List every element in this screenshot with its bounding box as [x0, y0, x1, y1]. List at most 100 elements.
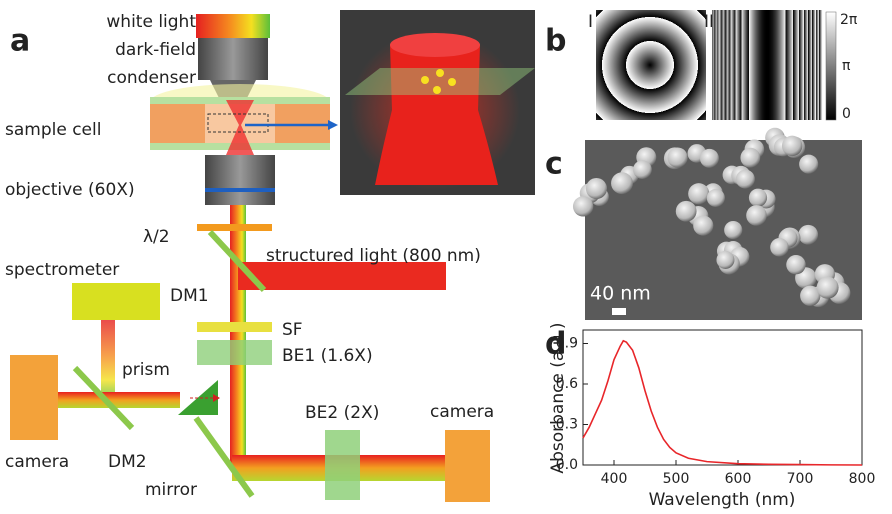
stripe — [766, 10, 768, 120]
beam-expander — [197, 340, 272, 365]
particle — [748, 188, 768, 207]
particle — [421, 76, 429, 84]
label: camera — [430, 402, 494, 422]
stripe — [819, 10, 820, 120]
stripe — [788, 10, 790, 120]
stripe — [745, 10, 746, 120]
label: λ/2 — [143, 227, 170, 247]
stripe — [733, 10, 735, 120]
stripe — [779, 10, 781, 120]
stripe — [750, 10, 751, 120]
stripe — [805, 10, 806, 120]
stripe — [735, 10, 737, 120]
stripe — [793, 10, 795, 120]
data-line — [582, 339, 863, 466]
stripe — [759, 10, 760, 120]
stripe — [815, 10, 816, 120]
stripe — [723, 10, 724, 120]
particle — [746, 205, 767, 226]
particle — [740, 147, 761, 168]
stripe — [763, 10, 765, 120]
inset-beam — [375, 45, 498, 185]
stripe — [780, 10, 782, 120]
stripe — [805, 10, 807, 120]
particle — [688, 183, 710, 205]
stripe — [763, 10, 764, 120]
stripe — [765, 10, 766, 120]
stripe — [784, 10, 785, 120]
stripe — [762, 10, 763, 120]
stripe — [754, 10, 755, 120]
stripe — [813, 10, 815, 120]
stripe — [789, 10, 790, 120]
stripe — [744, 10, 745, 120]
x-axis-label: Wavelength (nm) — [649, 490, 796, 510]
stripe — [821, 10, 823, 120]
stripe — [724, 10, 726, 120]
stripe — [723, 10, 725, 120]
inset-plate — [345, 68, 535, 95]
stripe — [752, 10, 754, 120]
stripe — [798, 10, 799, 120]
stripe — [816, 10, 818, 120]
stripe — [815, 10, 817, 120]
dichroic-mirror — [207, 229, 267, 293]
particle — [799, 154, 819, 174]
particle — [798, 224, 819, 245]
stripe — [746, 10, 748, 120]
stripe — [784, 10, 786, 120]
stripe — [715, 10, 716, 120]
stripe — [751, 10, 752, 120]
stripe — [756, 10, 757, 120]
stripe — [717, 10, 719, 120]
label: structured light (800 nm) — [266, 246, 481, 266]
label: dark-field — [115, 40, 196, 60]
stripe — [789, 10, 791, 120]
stripe — [752, 10, 753, 120]
stripe — [740, 10, 742, 120]
panel-label: d — [545, 327, 566, 362]
stripe — [757, 10, 758, 120]
particle — [770, 238, 789, 257]
scale-bar — [612, 308, 626, 315]
stripe — [797, 10, 799, 120]
stripe — [802, 10, 804, 120]
mirror — [193, 416, 255, 498]
stripe — [738, 10, 739, 120]
beam-expander — [325, 430, 360, 500]
stripe — [727, 10, 728, 120]
stripe — [717, 10, 718, 120]
beam — [230, 205, 246, 465]
label: I — [588, 12, 593, 32]
stripe — [783, 10, 784, 120]
stripe — [730, 10, 732, 120]
label: mirror — [145, 480, 197, 500]
condenser — [198, 38, 268, 80]
stripe — [795, 10, 797, 120]
stripe — [816, 10, 817, 120]
stripe — [713, 10, 714, 120]
stripe — [809, 10, 811, 120]
stripe — [777, 10, 779, 120]
camera — [445, 430, 490, 502]
spectrometer — [72, 283, 160, 320]
stripe — [745, 10, 747, 120]
panel-label: b — [545, 24, 566, 59]
beam — [101, 320, 115, 400]
particle — [433, 86, 441, 94]
particle — [585, 177, 607, 200]
stripe — [767, 10, 769, 120]
stripe — [725, 10, 726, 120]
stripe — [735, 10, 736, 120]
stripe — [797, 10, 798, 120]
stripe — [753, 10, 754, 120]
stripe — [818, 10, 819, 120]
stripe — [810, 10, 811, 120]
stripe — [780, 10, 781, 120]
stripe — [791, 10, 792, 120]
label: BE2 (2X) — [305, 403, 379, 423]
stripe — [770, 10, 772, 120]
stripe — [804, 10, 806, 120]
stripe — [748, 10, 749, 120]
stripe — [753, 10, 755, 120]
